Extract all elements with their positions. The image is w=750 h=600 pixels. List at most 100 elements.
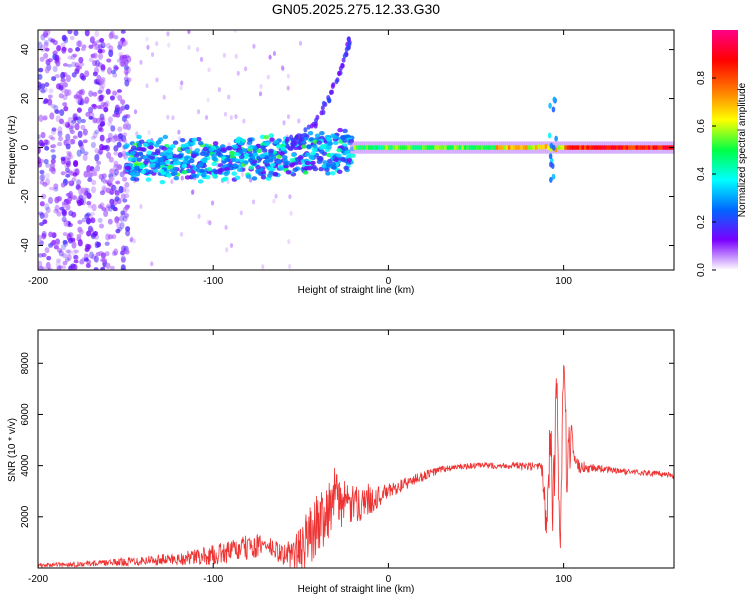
- spectrogram-cell: [286, 85, 290, 91]
- spectrogram-cell: [331, 165, 337, 170]
- spectrogram-cell: [54, 204, 60, 212]
- spectrogram-cell: [95, 164, 101, 172]
- spectrogram-cell: [66, 30, 72, 35]
- spectrogram-cell: [45, 261, 51, 270]
- spectrogram-cell: [146, 44, 150, 50]
- carrier-cell: [647, 145, 651, 150]
- spectrogram-cell: [242, 118, 246, 124]
- spectrogram-cell: [260, 145, 266, 150]
- spectrogram-cell: [71, 61, 77, 68]
- spectrogram-cell: [48, 88, 54, 94]
- carrier-cell: [498, 145, 501, 150]
- spectrogram-cell: [311, 147, 318, 152]
- spectrogram-cell: [42, 115, 48, 121]
- spectrogram-cell: [198, 162, 204, 167]
- carrier-cell: [603, 145, 607, 150]
- spectrogram-cell: [57, 130, 63, 137]
- spectrogram-cell: [263, 159, 270, 164]
- spectrogram-cell: [40, 131, 46, 139]
- spectrogram-cell: [41, 193, 47, 200]
- spectrogram-cell: [285, 143, 290, 149]
- spectrogram-cell: [68, 210, 74, 217]
- spectrogram-cell: [292, 167, 299, 173]
- spectrogram-cell: [76, 107, 82, 113]
- spectrogram-cell: [145, 83, 149, 89]
- spectrogram-cell: [101, 173, 107, 179]
- carrier-cell: [579, 145, 582, 150]
- spectrogram-cell: [229, 150, 235, 156]
- spectrogram-cell: [297, 118, 301, 124]
- x-tick-label: 100: [555, 276, 572, 287]
- spectrogram-cell: [73, 259, 79, 264]
- spectrogram-cell: [155, 140, 162, 145]
- spectrogram-cell: [86, 192, 92, 200]
- spectrogram-cell: [343, 165, 349, 171]
- spectrogram-cell: [114, 190, 120, 196]
- spectrogram-cell: [107, 67, 113, 75]
- spectrogram-cell: [80, 124, 86, 130]
- spectrogram-cell: [88, 204, 94, 209]
- spectrogram-cell: [223, 111, 228, 117]
- spectrogram-cell: [120, 99, 126, 105]
- spectrogram-cell: [93, 267, 99, 270]
- spectrogram-cell: [105, 187, 111, 194]
- y-tick-label: 6000: [20, 403, 31, 426]
- spectrogram-cell: [230, 157, 237, 163]
- spectrogram-cell: [286, 114, 291, 120]
- spectrogram-cell: [59, 109, 65, 116]
- spectrogram-cell: [297, 155, 304, 160]
- spectrogram-cell: [259, 84, 263, 90]
- spectrogram-cell: [38, 146, 41, 155]
- spectrogram-cell: [328, 89, 333, 95]
- spectrogram-cell: [286, 73, 290, 79]
- carrier-cell: [390, 145, 393, 150]
- spectrogram-cell: [56, 265, 62, 270]
- spectrogram-cell: [55, 59, 61, 67]
- spectrogram-cell: [287, 239, 291, 245]
- carrier-cell: [387, 145, 391, 150]
- spectrogram-cell: [120, 193, 126, 200]
- carrier-cell: [625, 145, 629, 150]
- spectrogram-cell: [81, 44, 87, 49]
- spectrogram-cell: [118, 185, 124, 194]
- carrier-cell: [637, 145, 641, 150]
- carrier-cell: [368, 145, 371, 150]
- spectrogram-cell: [302, 170, 309, 175]
- spectrogram-cell: [177, 129, 181, 135]
- spectrogram-cell: [129, 237, 133, 243]
- carrier-cell: [520, 145, 523, 150]
- spectrogram-cell: [108, 49, 114, 58]
- carrier-cell: [380, 145, 383, 150]
- spectrogram-cell: [122, 215, 128, 222]
- spectrogram-cell: [67, 196, 73, 202]
- spectrogram-cell: [319, 110, 324, 116]
- spectrogram-cell: [42, 142, 48, 147]
- spectrogram-cell: [131, 156, 138, 162]
- spectrogram-cell: [60, 171, 66, 176]
- spectrogram-cell: [65, 133, 71, 141]
- spectrogram-cell: [162, 94, 166, 100]
- spectrogram-cell: [45, 163, 51, 168]
- spectrogram-cell: [183, 155, 190, 161]
- spectrogram-cell: [227, 94, 231, 100]
- spectrogram-cell: [43, 158, 49, 165]
- x-tick-label: 100: [555, 574, 572, 585]
- carrier-cell: [554, 147, 558, 153]
- spectrogram-cell: [97, 44, 103, 50]
- y-tick-label: -40: [20, 238, 31, 253]
- spectrogram-cell: [94, 129, 100, 135]
- spectrogram-cell: [83, 257, 89, 262]
- spectrogram-cell: [258, 91, 263, 97]
- spectrogram-cell: [38, 67, 44, 73]
- spectrogram-cell: [42, 32, 48, 38]
- spectrogram-cell: [63, 219, 69, 227]
- spectrogram-cell: [300, 144, 307, 149]
- spectrogram-cell: [224, 166, 230, 172]
- spectrogram-cell: [155, 77, 159, 83]
- spectrogram-cell: [197, 213, 201, 219]
- x-tick-label: 0: [386, 574, 392, 585]
- spectrogram-cell: [38, 265, 44, 270]
- spectrogram-cell: [65, 192, 71, 197]
- spectrogram-cell: [81, 217, 87, 223]
- spectrogram-cell: [48, 37, 54, 42]
